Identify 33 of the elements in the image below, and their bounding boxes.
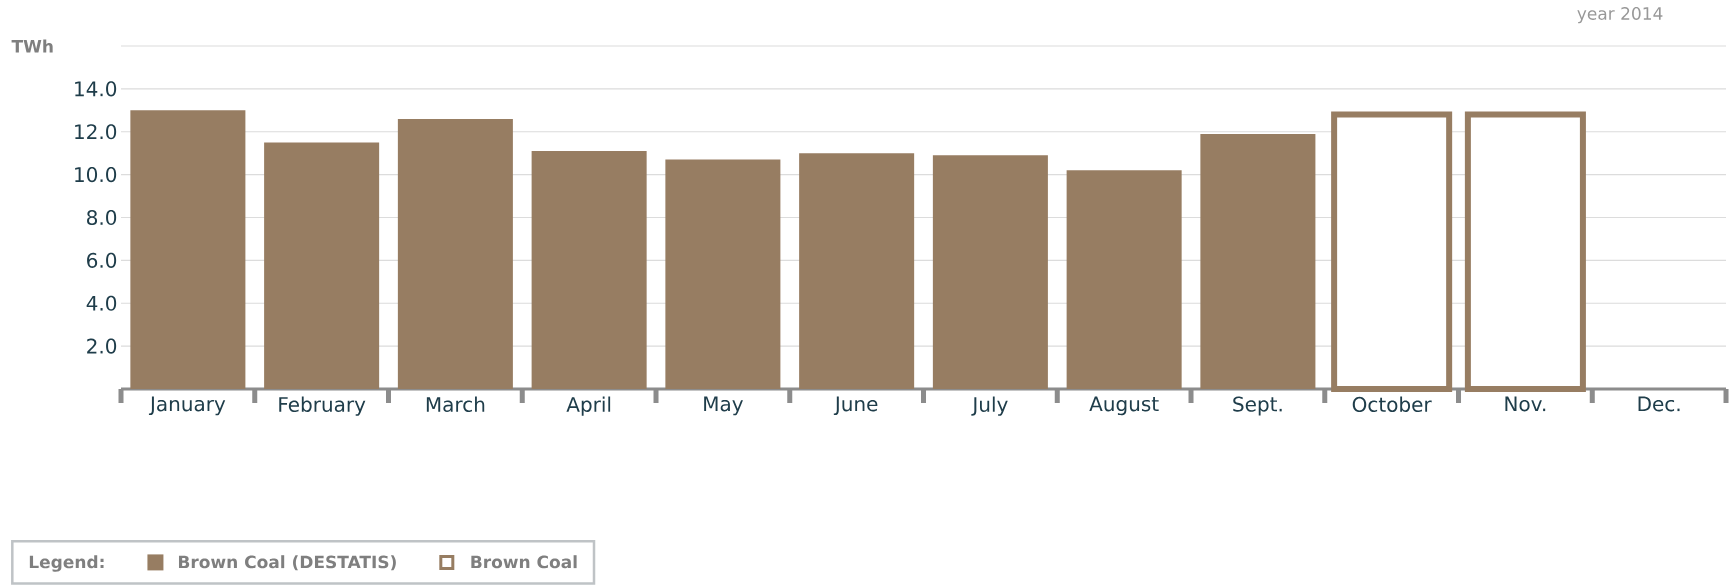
y-tick-label: 4.0 [86,295,117,311]
y-tick-label: 10.0 [75,167,117,183]
x-tick-label: Sept. [1233,396,1282,416]
x-tick-label: March [426,396,485,412]
x-tick-label: July [971,396,1008,416]
bar [1066,170,1182,389]
y-tick-label: 14.0 [75,81,117,97]
legend-label: Brown Coal [471,555,577,569]
x-tick-label: April [566,396,611,416]
text: year 2014 [1577,7,1663,24]
y-axis-title: TWh [11,39,53,53]
y-tick-label: 8.0 [87,209,117,226]
y-tick-label: 12.0 [75,124,117,140]
legend-label: Brown Coal (DESTATIS) [178,555,396,571]
x-tick-label: August [1089,396,1159,416]
x-tick-label: June [833,396,878,416]
bar [1200,133,1316,389]
bar [397,118,513,389]
x-tick-label: Dec. [1638,396,1680,412]
x-tick-label: May [704,396,743,416]
bar [932,155,1048,389]
legend-title: Legend: [29,555,104,572]
x-tick-label: Nov. [1505,396,1546,412]
bar [264,142,380,389]
x-tick-label: October [1352,396,1432,412]
y-tick-label: 6.0 [87,252,117,268]
bar [799,153,915,389]
y-tick-label: 2.0 [87,338,117,354]
bar [130,110,246,389]
x-tick-label: January [148,396,226,416]
bar [531,151,647,389]
x-tick-label: February [279,396,366,416]
bar [665,159,781,389]
